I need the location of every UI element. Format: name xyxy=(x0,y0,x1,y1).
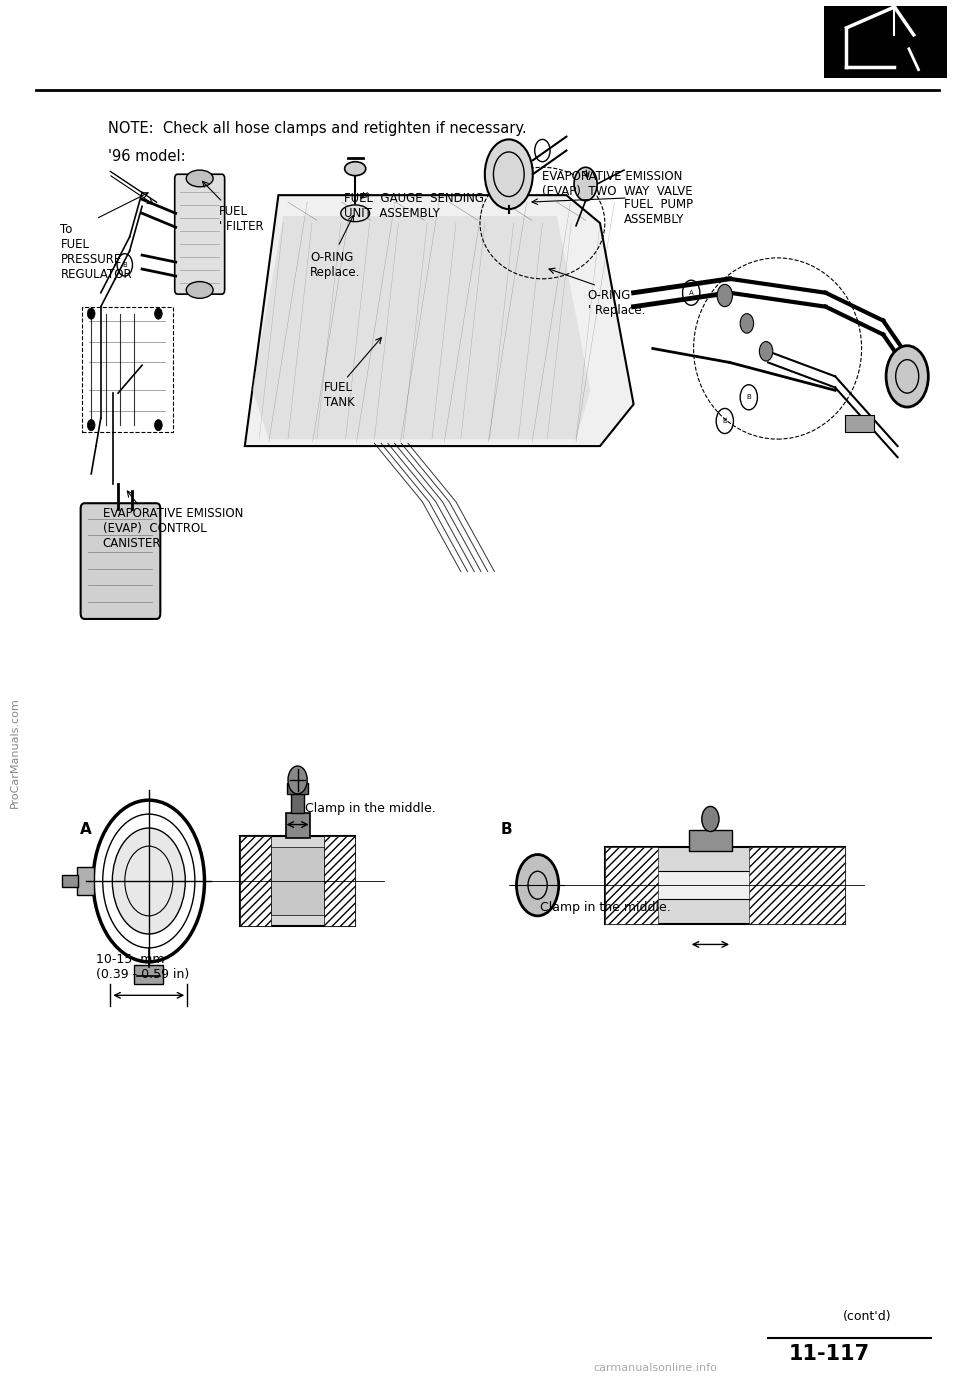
Text: B: B xyxy=(123,262,127,268)
Text: (cont'd): (cont'd) xyxy=(843,1310,892,1323)
Text: NOTE:  Check all hose clamps and retighten if necessary.: NOTE: Check all hose clamps and retighte… xyxy=(108,121,526,135)
Text: A: A xyxy=(689,290,693,296)
Text: FUEL  GAUGE  SENDING
UNIT  ASSEMBLY: FUEL GAUGE SENDING UNIT ASSEMBLY xyxy=(344,192,484,220)
Bar xyxy=(324,836,355,927)
Ellipse shape xyxy=(345,162,366,176)
Text: Clamp in the middle.: Clamp in the middle. xyxy=(540,901,671,913)
Text: '96 model:: '96 model: xyxy=(108,149,185,164)
Text: EVAPORATIVE EMISSION
(EVAP)  TWO  WAY  VALVE: EVAPORATIVE EMISSION (EVAP) TWO WAY VALV… xyxy=(542,170,693,198)
Bar xyxy=(291,792,304,813)
Text: carmanualsonline.info: carmanualsonline.info xyxy=(593,1363,717,1373)
Text: 10-15  mm
(0.39 - 0.59 in): 10-15 mm (0.39 - 0.59 in) xyxy=(96,953,189,981)
Text: B: B xyxy=(747,395,751,400)
Circle shape xyxy=(87,308,95,319)
Text: ProCarManuals.com: ProCarManuals.com xyxy=(10,697,19,807)
Circle shape xyxy=(87,420,95,431)
Bar xyxy=(605,848,845,924)
Bar xyxy=(845,415,874,432)
Text: FUEL
' FILTER: FUEL ' FILTER xyxy=(219,205,263,233)
Bar xyxy=(749,848,845,924)
Circle shape xyxy=(886,346,928,407)
Text: O-RING
' Replace.: O-RING ' Replace. xyxy=(588,289,645,316)
FancyBboxPatch shape xyxy=(175,174,225,294)
Text: To
FUEL
PRESSURE
REGULATOR: To FUEL PRESSURE REGULATOR xyxy=(60,223,132,282)
Circle shape xyxy=(485,139,533,209)
Bar xyxy=(605,848,658,924)
Text: FUEL  PUMP
ASSEMBLY: FUEL PUMP ASSEMBLY xyxy=(624,198,693,226)
Circle shape xyxy=(112,828,185,934)
Text: EVAPORATIVE EMISSION
(EVAP)  CONTROL
CANISTER: EVAPORATIVE EMISSION (EVAP) CONTROL CANI… xyxy=(103,507,243,551)
Ellipse shape xyxy=(186,170,213,187)
Bar xyxy=(287,783,308,795)
Text: O-RING
Replace.: O-RING Replace. xyxy=(310,251,360,279)
Bar xyxy=(824,6,947,78)
Circle shape xyxy=(702,806,719,831)
Text: 11-117: 11-117 xyxy=(789,1344,871,1363)
Bar xyxy=(134,965,163,984)
Circle shape xyxy=(155,308,162,319)
Bar xyxy=(240,836,271,927)
Bar xyxy=(82,307,173,432)
Bar xyxy=(689,831,732,850)
FancyBboxPatch shape xyxy=(81,503,160,619)
Bar xyxy=(240,836,355,927)
Circle shape xyxy=(574,167,597,201)
Text: Clamp in the middle.: Clamp in the middle. xyxy=(305,802,436,814)
Ellipse shape xyxy=(341,205,370,222)
Circle shape xyxy=(717,284,732,307)
Bar xyxy=(62,875,78,887)
Ellipse shape xyxy=(186,282,213,298)
Bar xyxy=(610,871,840,899)
Text: A: A xyxy=(80,822,91,838)
Circle shape xyxy=(155,420,162,431)
Polygon shape xyxy=(245,195,634,446)
Bar xyxy=(286,814,309,839)
Circle shape xyxy=(740,314,754,333)
Circle shape xyxy=(516,855,559,916)
Text: B: B xyxy=(723,418,727,424)
Bar xyxy=(77,867,94,895)
Polygon shape xyxy=(252,216,590,439)
Circle shape xyxy=(759,342,773,361)
Text: FUEL
TANK: FUEL TANK xyxy=(324,381,354,408)
Bar xyxy=(271,848,324,916)
Text: B: B xyxy=(501,822,513,838)
Circle shape xyxy=(288,767,307,795)
